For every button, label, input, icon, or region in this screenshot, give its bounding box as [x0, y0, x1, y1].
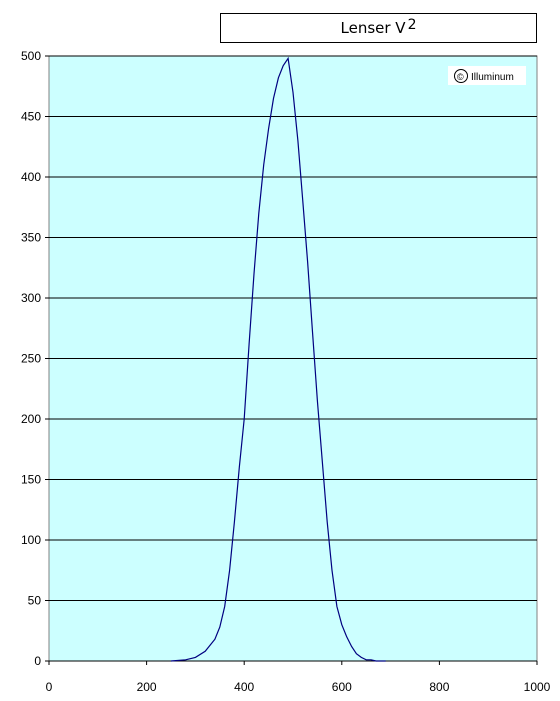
y-tick-label: 50 [28, 594, 42, 608]
x-tick-label: 600 [332, 680, 352, 694]
y-tick-label: 400 [21, 170, 41, 184]
chart-title-box: Lenser V 2 [220, 13, 537, 43]
y-tick-label: 150 [21, 473, 41, 487]
x-tick-label: 800 [429, 680, 449, 694]
series-line [170, 56, 386, 662]
x-tick-label: 200 [137, 680, 157, 694]
chart-title-superscript: 2 [407, 17, 417, 33]
y-tick-label: 200 [21, 412, 41, 426]
y-tick-label: 300 [21, 291, 41, 305]
watermark-badge: © Illuminum [448, 66, 526, 85]
y-tick-label: 350 [21, 231, 41, 245]
y-tick-label: 0 [34, 654, 41, 668]
y-tick-label: 450 [21, 110, 41, 124]
copyright-icon [454, 69, 468, 83]
x-tick-label: 1000 [524, 680, 551, 694]
watermark-text: Illuminum [471, 72, 514, 83]
copyright-symbol: © [457, 72, 464, 82]
y-tick-label: 250 [21, 352, 41, 366]
y-tick-label: 100 [21, 533, 41, 547]
x-axis: 0 200 400 600 800 1000 [46, 660, 551, 694]
y-axis: 0 50 100 150 200 250 300 350 400 450 500 [21, 49, 49, 668]
x-tick-label: 0 [46, 680, 53, 694]
y-tick-label: 500 [21, 49, 41, 63]
chart-title: Lenser V [340, 19, 406, 37]
x-tick-label: 400 [234, 680, 254, 694]
